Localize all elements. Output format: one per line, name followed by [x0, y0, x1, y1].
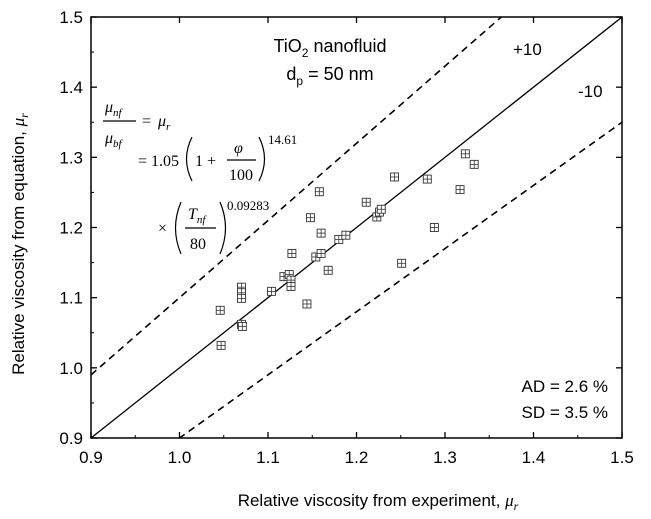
- data-point: [316, 228, 326, 238]
- correlation-equation: μnf μbf = μr = 1.05 1 + φ 100 14.61 × Tn…: [103, 99, 297, 255]
- data-point: [314, 187, 324, 197]
- eq-one-plus: 1 +: [195, 153, 216, 170]
- eq-left-paren-1: [185, 136, 193, 182]
- data-point: [316, 249, 326, 258]
- eq-rhs-mu-r: μr: [157, 113, 171, 133]
- x-axis-label: Relative viscosity from experiment, μr: [238, 491, 519, 513]
- eq-exponent-1: 14.61: [268, 132, 297, 147]
- eq-right-paren-2: [219, 201, 227, 255]
- x-tick-label: 1.3: [433, 448, 457, 467]
- data-point: [216, 340, 226, 350]
- eq-exponent-2: 0.09283: [227, 198, 269, 213]
- eq-equals-sign: =: [142, 113, 151, 130]
- y-tick-label: 1.0: [59, 359, 83, 378]
- data-point: [376, 204, 386, 214]
- particle-size-annotation: dp = 50 nm: [286, 64, 373, 88]
- data-point: [429, 223, 439, 232]
- material-annotation: TiO2 nanofluid: [273, 36, 386, 60]
- eq-left-paren-2: [174, 201, 182, 255]
- plus10-line-label: +10: [513, 40, 542, 59]
- y-tick-label: 1.5: [59, 8, 83, 27]
- data-point: [361, 197, 371, 207]
- y-axis-label: Relative viscosity from equation, μr: [9, 113, 31, 375]
- y-tick-label: 1.3: [59, 148, 83, 167]
- data-point: [237, 321, 247, 331]
- data-point: [469, 159, 479, 169]
- x-tick-label: 0.9: [79, 448, 103, 467]
- x-tick-label: 1.5: [610, 448, 634, 467]
- data-point: [286, 281, 296, 291]
- x-tick-label: 1.2: [345, 448, 369, 467]
- y-tick-label: 1.2: [59, 219, 83, 238]
- data-point: [460, 149, 470, 159]
- y-tick-label: 1.1: [59, 289, 83, 308]
- data-point: [215, 305, 225, 315]
- ad-annotation: AD = 2.6 %: [522, 377, 608, 396]
- minus10-line-label: -10: [578, 82, 603, 101]
- x-tick-label: 1.0: [168, 448, 192, 467]
- eq-phi: φ: [234, 140, 243, 157]
- eq-lhs-numerator: μnf: [104, 99, 124, 119]
- data-point: [390, 172, 400, 182]
- minus10-line: [178, 121, 622, 438]
- data-point: [455, 185, 465, 195]
- data-point: [341, 230, 351, 240]
- data-point: [267, 286, 276, 296]
- plus10-line: [91, 17, 503, 376]
- eq-times: ×: [158, 220, 167, 237]
- data-point: [306, 213, 315, 223]
- y-tick-label: 0.9: [59, 429, 83, 448]
- eq-coefficient: = 1.05: [138, 153, 179, 170]
- x-tick-label: 1.1: [256, 448, 280, 467]
- data-point: [422, 174, 432, 184]
- x-tick-label: 1.4: [522, 448, 546, 467]
- data-point: [323, 265, 333, 275]
- eq-lhs-denominator: μbf: [104, 130, 124, 150]
- data-point: [287, 249, 297, 258]
- eq-t-nf: Tnf: [188, 206, 207, 226]
- y-tick-label: 1.4: [59, 78, 83, 97]
- eq-t-denominator: 80: [190, 236, 206, 253]
- data-point: [236, 293, 246, 303]
- sd-annotation: SD = 3.5 %: [522, 403, 608, 422]
- data-point: [302, 299, 312, 309]
- parity-line: [91, 17, 622, 438]
- data-point: [397, 258, 407, 268]
- eq-right-paren-1: [258, 136, 266, 182]
- eq-phi-denominator: 100: [229, 167, 253, 184]
